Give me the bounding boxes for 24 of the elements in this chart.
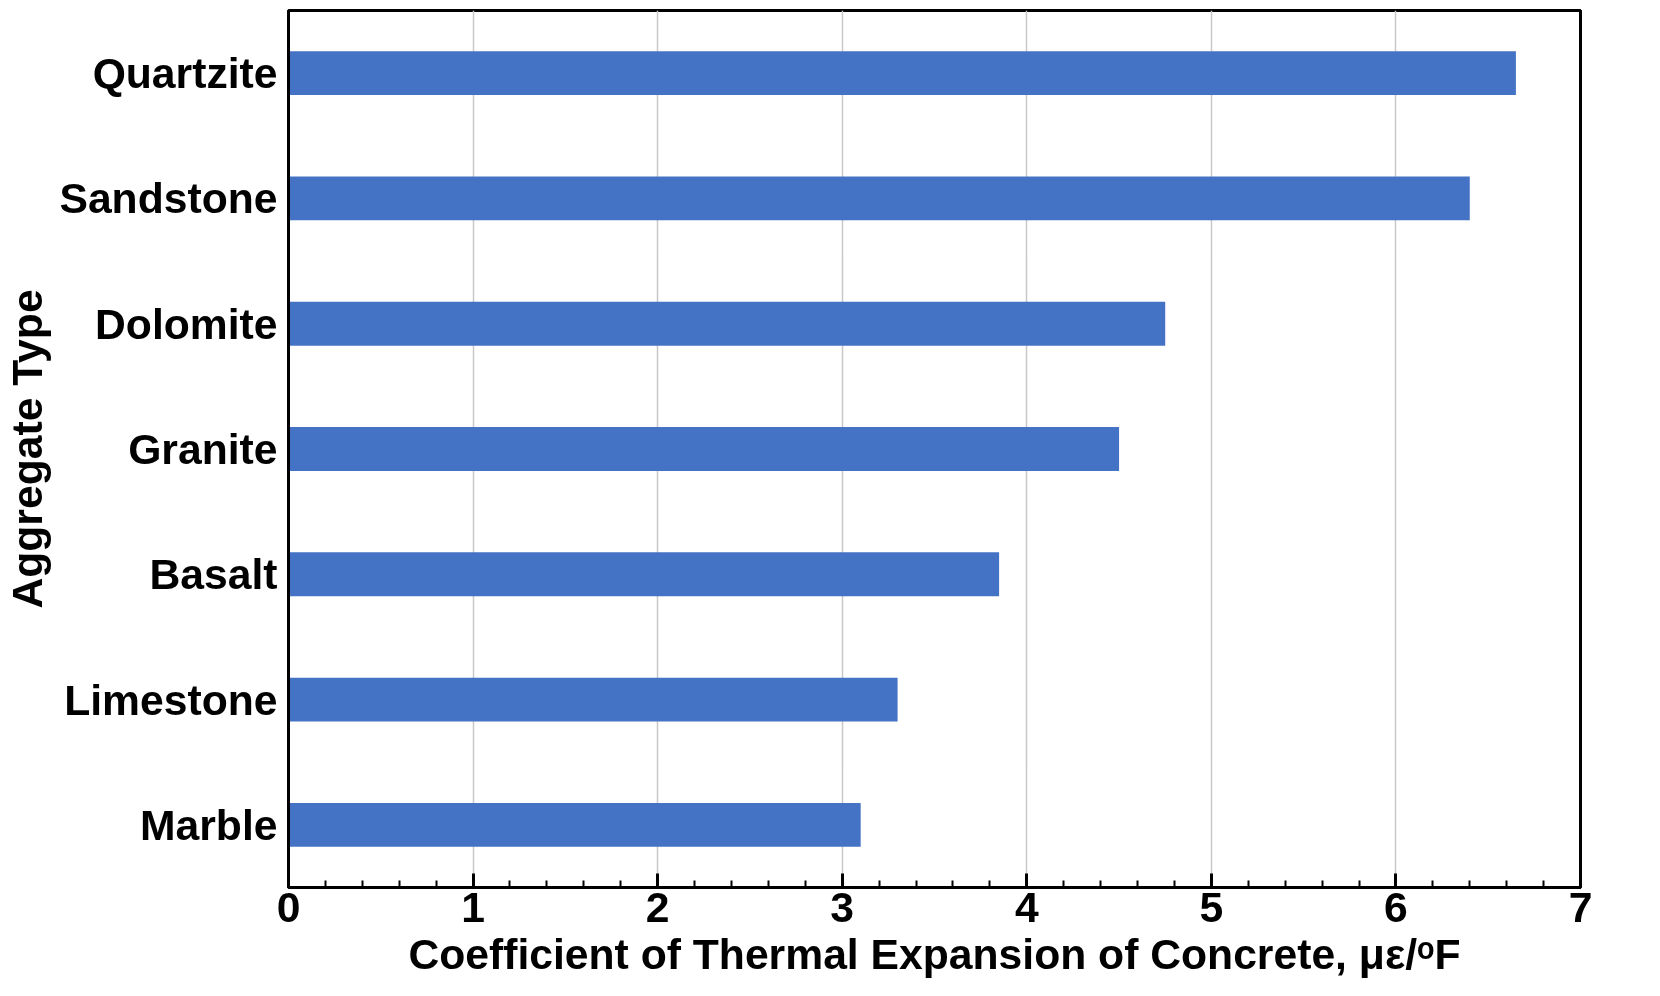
x-tick-label: 3 <box>830 882 855 931</box>
x-tick-label: 4 <box>1014 882 1039 931</box>
x-tick-label: 0 <box>276 882 301 931</box>
y-axis-title: Aggregate Type <box>3 289 52 609</box>
y-tick-label: Dolomite <box>95 299 278 348</box>
y-tick-label: Marble <box>140 800 278 849</box>
bar <box>288 677 898 722</box>
bar <box>288 427 1120 471</box>
x-tick-label: 1 <box>461 882 485 931</box>
y-tick-label: Granite <box>128 425 278 473</box>
x-tick-label: 2 <box>645 882 670 931</box>
y-tick-label: Sandstone <box>59 174 278 223</box>
bar <box>288 176 1470 221</box>
x-tick-label: 7 <box>1568 882 1593 931</box>
y-tick-label: Limestone <box>64 675 278 724</box>
x-axis-title: Coefficient of Thermal Expansion of Concrete, με/ᵒF <box>408 929 1461 978</box>
y-tick-label: Quartzite <box>92 49 278 98</box>
x-tick-label: 5 <box>1199 882 1224 931</box>
bar <box>288 552 1000 597</box>
bar <box>288 51 1516 96</box>
x-tick-label: 6 <box>1384 882 1408 931</box>
bar <box>288 802 861 847</box>
bar <box>288 301 1166 346</box>
y-tick-label: Basalt <box>149 550 278 599</box>
